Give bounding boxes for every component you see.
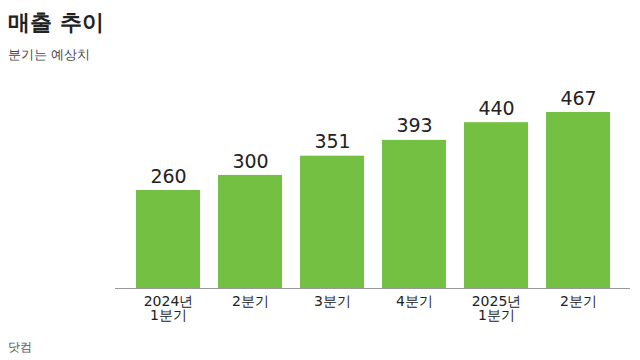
svg-text:260: 260 [150, 165, 186, 187]
svg-text:2분기: 2분기 [232, 293, 269, 309]
svg-text:2024년1분기: 2024년1분기 [144, 293, 194, 323]
svg-text:2025년1분기: 2025년1분기 [472, 293, 522, 323]
svg-text:467: 467 [560, 87, 596, 109]
html-text:매출 추이: 매출 추이 [8, 10, 104, 35]
svg-text:2분기: 2분기 [560, 293, 597, 309]
svg-text:351: 351 [314, 130, 350, 152]
svg-text:393: 393 [396, 114, 432, 136]
svg-text:4분기: 4분기 [396, 293, 433, 309]
svg-text:440: 440 [478, 97, 514, 119]
svg-text:3분기: 3분기 [314, 293, 351, 309]
html-text:분기는 예상치: 분기는 예상치 [8, 47, 91, 62]
html-text:닷컴: 닷컴 [8, 340, 32, 354]
svg-text:300: 300 [232, 150, 268, 172]
